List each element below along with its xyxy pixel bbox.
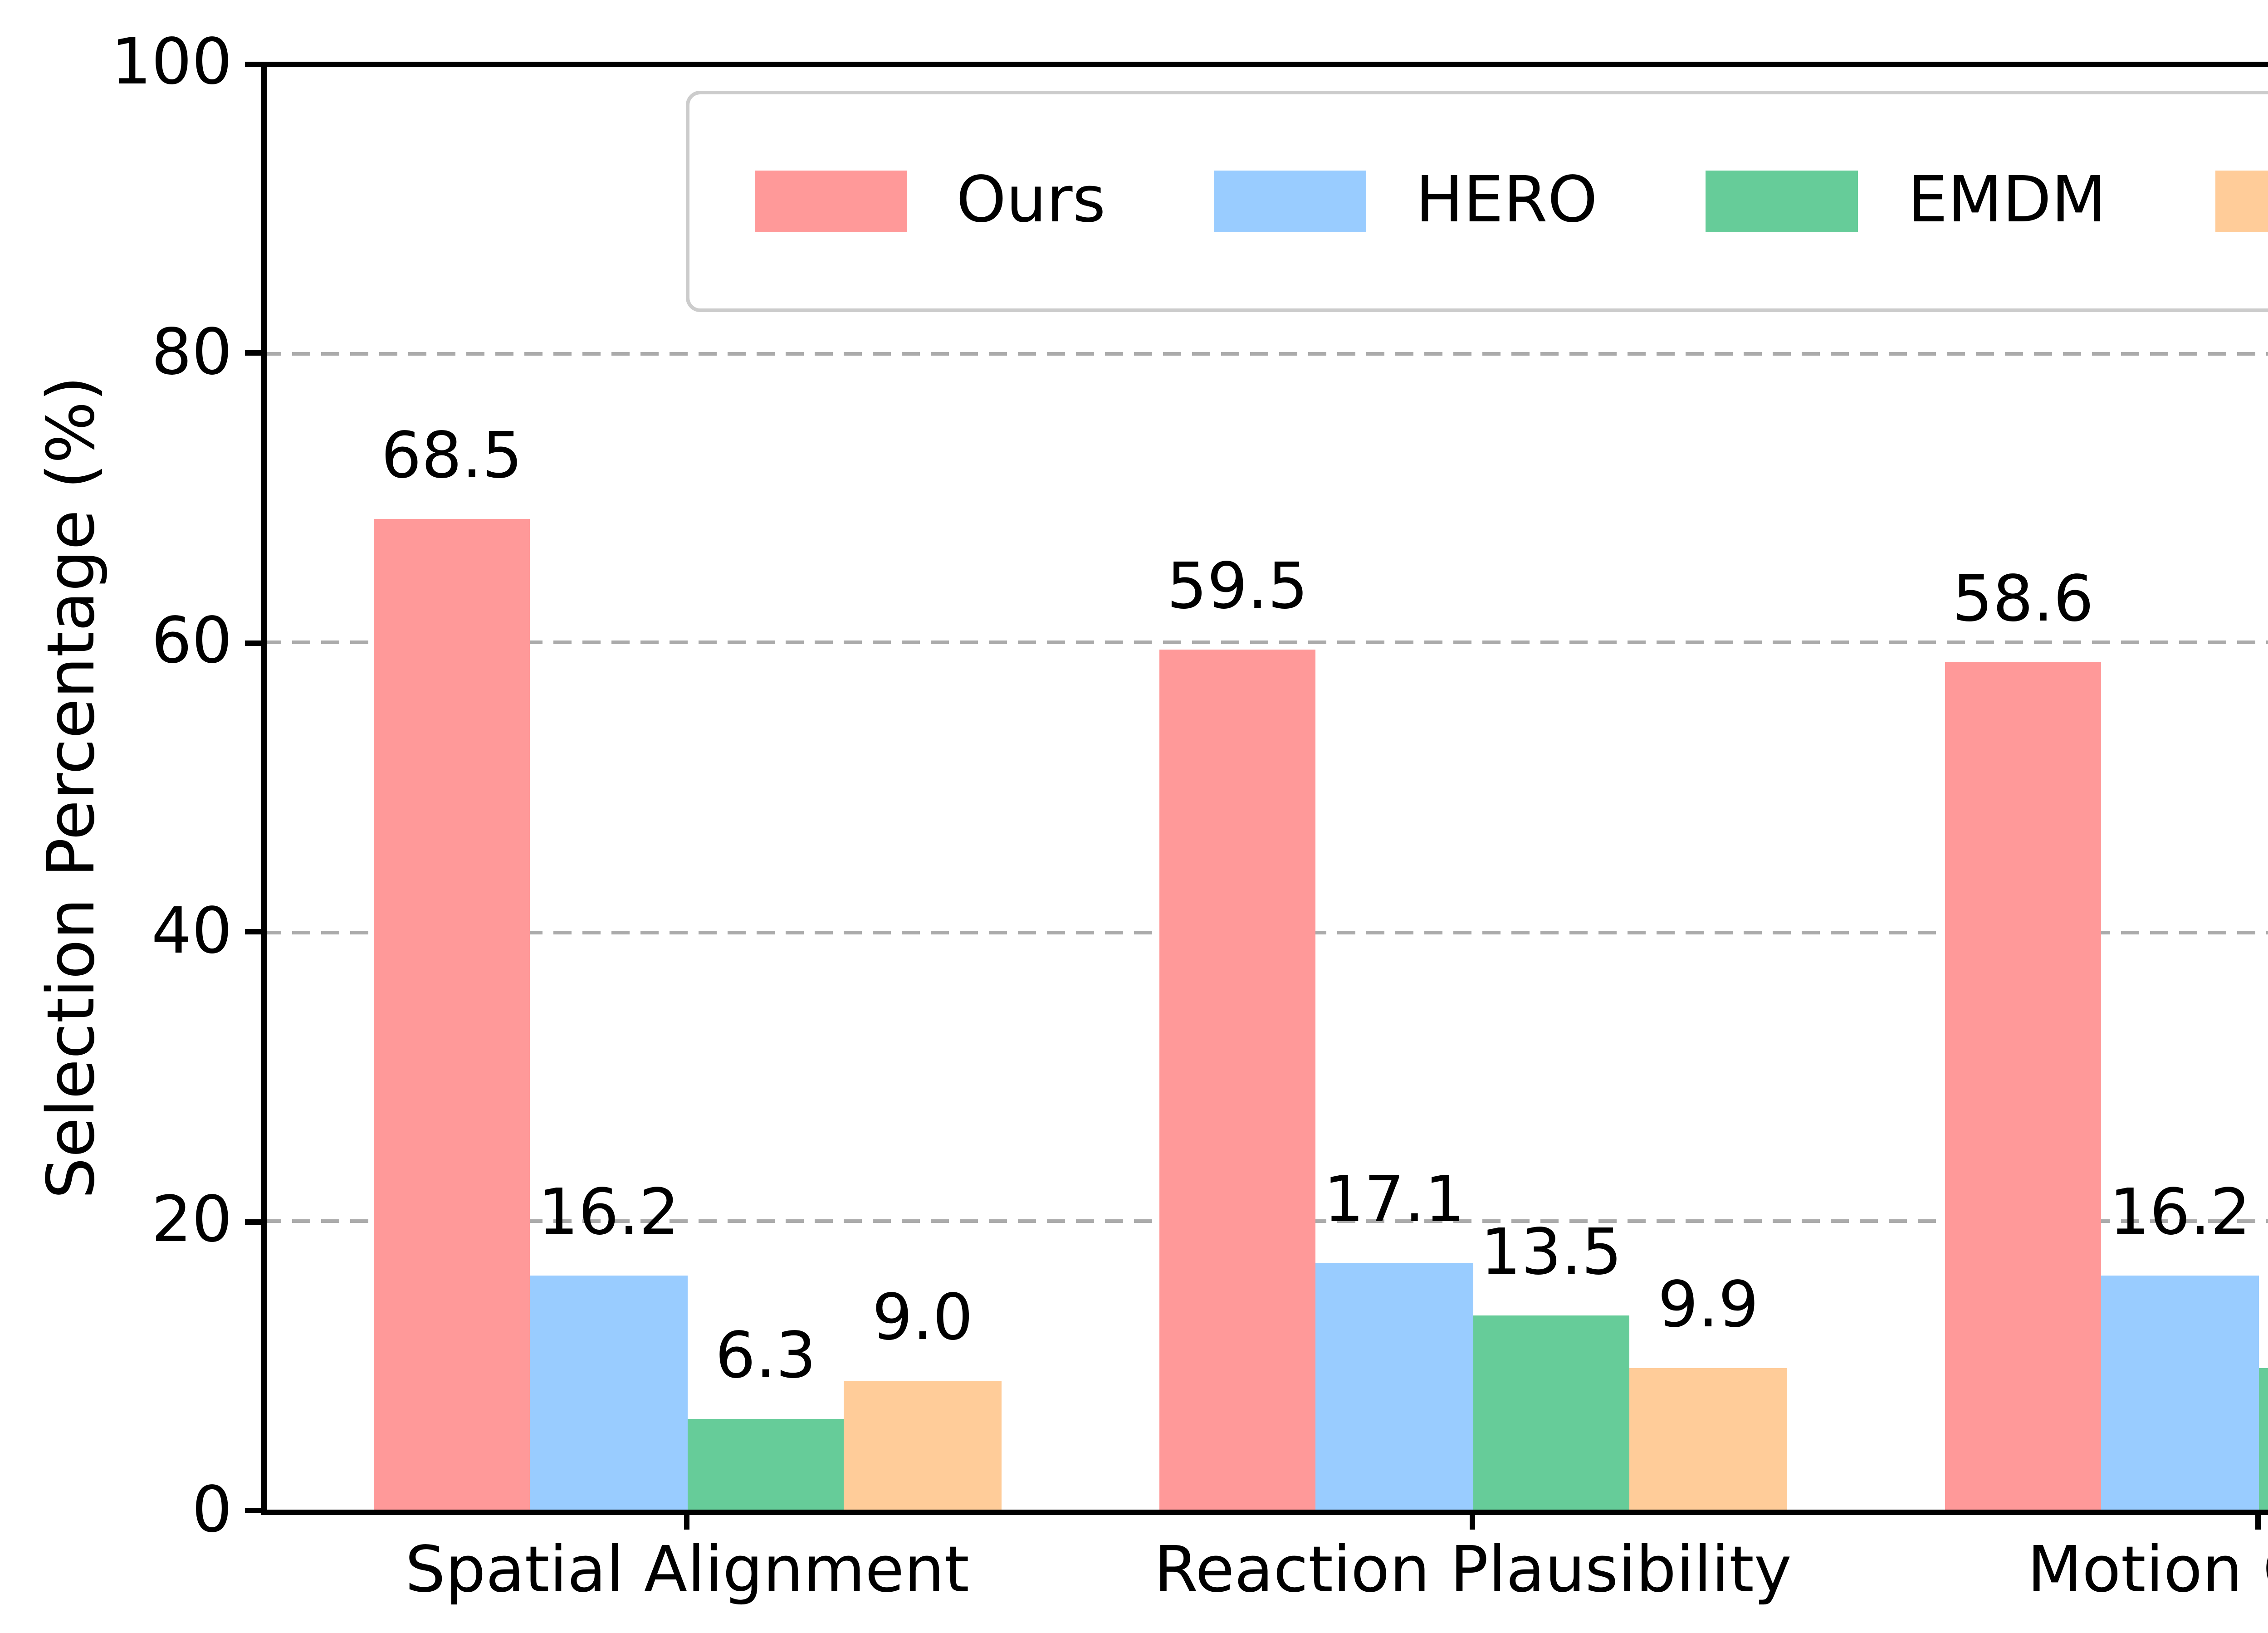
value-label-mdm-reaction-plausibility: 9.9 (1657, 1269, 1759, 1342)
value-label-emdm-reaction-plausibility: 13.5 (1481, 1217, 1622, 1290)
legend-item-ours: Ours (755, 165, 1105, 238)
bar-ours-motion-quality (1945, 662, 2102, 1513)
value-label-ours-motion-quality: 58.6 (1952, 564, 2094, 637)
legend: Ours HERO EMDM MDM (686, 91, 2268, 312)
y-tick-label-100: 100 (111, 27, 232, 100)
legend-swatch-hero (1214, 171, 1367, 232)
value-label-hero-motion-quality: 16.2 (2109, 1178, 2251, 1251)
x-tick-reaction-plausibility (1470, 1514, 1476, 1529)
bar-mdm-reaction-plausibility (1630, 1367, 1787, 1513)
y-tick-80 (245, 350, 261, 356)
value-label-mdm-spatial-alignment: 9.0 (872, 1282, 973, 1355)
y-tick-label-60: 60 (151, 606, 232, 679)
y-tick-label-20: 20 (151, 1185, 232, 1257)
bar-emdm-reaction-plausibility (1473, 1315, 1630, 1513)
bar-emdm-spatial-alignment (687, 1419, 844, 1513)
y-tick-label-80: 80 (151, 317, 232, 389)
x-tick-label-reaction-plausibility: Reaction Plausibility (1154, 1534, 1792, 1607)
bar-hero-reaction-plausibility (1316, 1263, 1473, 1513)
value-label-ours-spatial-alignment: 68.5 (381, 421, 523, 494)
y-tick-60 (245, 640, 261, 645)
bar-ours-spatial-alignment (373, 519, 530, 1513)
x-tick-label-spatial-alignment: Spatial Alignment (405, 1534, 969, 1607)
legend-item-mdm: MDM (2214, 165, 2268, 238)
legend-label-emdm: EMDM (1907, 165, 2107, 238)
y-tick-0 (245, 1508, 261, 1513)
bar-ours-reaction-plausibility (1159, 649, 1316, 1513)
x-tick-spatial-alignment (684, 1514, 690, 1529)
y-tick-100 (245, 61, 261, 66)
y-axis-title: Selection Percentage (%) (35, 376, 110, 1199)
legend-item-emdm: EMDM (1706, 165, 2106, 238)
value-label-ours-reaction-plausibility: 59.5 (1167, 551, 1308, 624)
x-tick-motion-quality (2256, 1514, 2261, 1529)
value-label-hero-reaction-plausibility: 17.1 (1324, 1165, 1465, 1238)
value-label-emdm-spatial-alignment: 6.3 (715, 1321, 816, 1394)
bar-hero-spatial-alignment (530, 1276, 687, 1513)
gridline-60 (263, 640, 2268, 644)
legend-label-hero: HERO (1415, 165, 1598, 238)
bar-hero-motion-quality (2102, 1276, 2258, 1513)
legend-swatch-ours (755, 171, 907, 232)
x-tick-label-motion-quality: Motion Quality (2027, 1534, 2268, 1607)
value-label-hero-spatial-alignment: 16.2 (538, 1178, 679, 1251)
legend-swatch-mdm (2214, 171, 2268, 232)
bar-mdm-spatial-alignment (844, 1380, 1001, 1513)
y-tick-label-0: 0 (191, 1474, 232, 1547)
y-tick-label-40: 40 (151, 895, 232, 968)
legend-item-hero: HERO (1214, 165, 1598, 238)
legend-swatch-emdm (1706, 171, 1859, 232)
gridline-80 (263, 351, 2268, 355)
legend-label-ours: Ours (956, 165, 1106, 238)
bar-emdm-motion-quality (2258, 1367, 2268, 1513)
y-tick-20 (245, 1218, 261, 1224)
y-tick-40 (245, 929, 261, 934)
